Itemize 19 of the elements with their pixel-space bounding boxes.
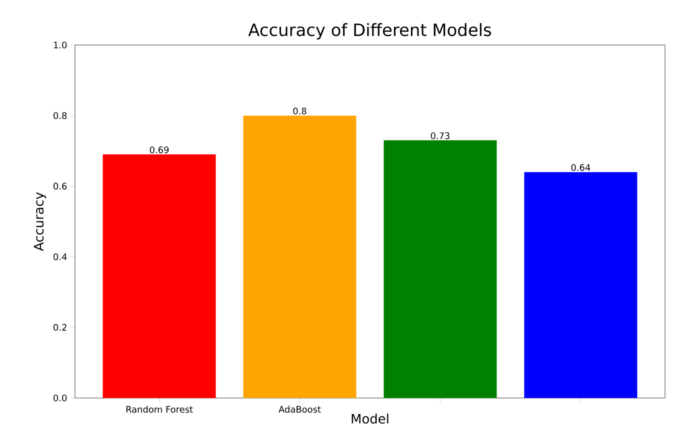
chart-title: Accuracy of Different Models <box>248 23 492 40</box>
y-tick-label: 1.0 <box>54 42 67 48</box>
bar <box>524 172 638 398</box>
data-label: 0.73 <box>430 132 450 140</box>
y-tick-label: 0.8 <box>54 112 67 119</box>
bar <box>384 140 497 398</box>
bar <box>102 154 216 398</box>
y-tick-label: 0.6 <box>54 182 67 190</box>
y-tick-label: 0.0 <box>54 394 67 402</box>
y-tick-label: 0.2 <box>54 324 66 331</box>
y-tick-label: 0.4 <box>54 253 67 260</box>
x-tick-label: Random Forest <box>126 406 193 413</box>
data-label: 0.69 <box>150 146 169 154</box>
x-axis-title: Model <box>352 414 388 424</box>
data-label: 0.8 <box>293 108 306 114</box>
bar <box>243 116 356 398</box>
x-tick-label: AdaBoost <box>278 406 321 413</box>
data-label: 0.64 <box>571 164 590 171</box>
y-axis-title: Accuracy <box>34 192 46 251</box>
